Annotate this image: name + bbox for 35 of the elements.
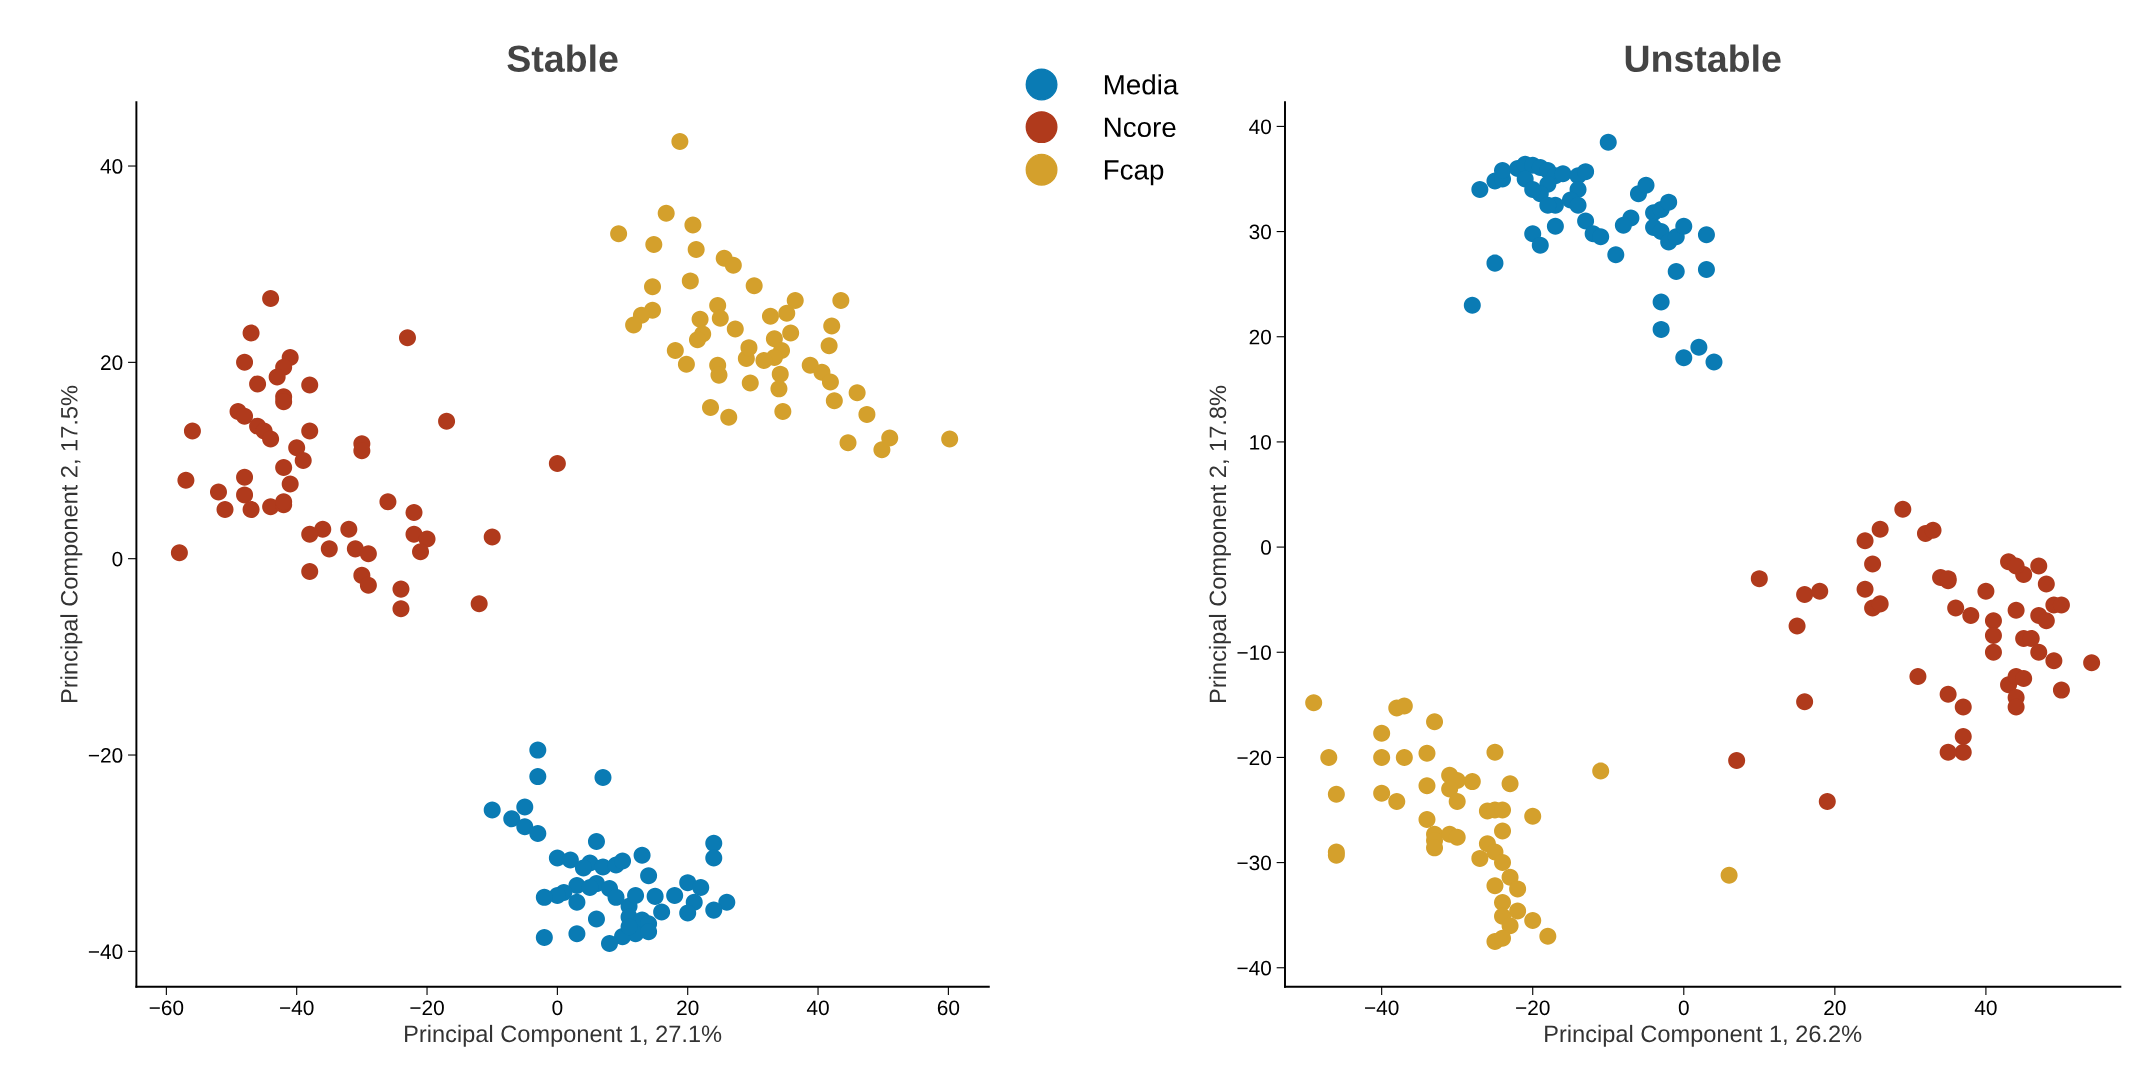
y-tick-label: 30: [1249, 224, 1271, 240]
y-axis-title: Principal Component 2, 17.8%: [1208, 385, 1231, 702]
y-tick-label: 0: [1261, 540, 1271, 555]
y-tick-label: 0: [112, 551, 123, 567]
y-tick-label: −40: [1237, 960, 1271, 976]
chart-title: Stable: [507, 44, 618, 73]
y-tick-label: 20: [101, 355, 123, 371]
x-tick-label: −40: [280, 1000, 314, 1016]
x-tick-label: −40: [1365, 1000, 1399, 1016]
x-tick-label: 60: [937, 1000, 960, 1016]
y-axis-title: Principal Component 2, 17.5%: [60, 385, 83, 702]
legend-label: Ncore: [1104, 117, 1176, 138]
legend-label: Media: [1104, 74, 1179, 95]
x-tick-label: 20: [1824, 1000, 1846, 1016]
x-axis-title: Principal Component 1, 26.2%: [1545, 1024, 1862, 1047]
x-tick-label: 40: [1974, 1000, 1997, 1016]
y-tick-label: −40: [88, 944, 123, 960]
legend-label: Fcap: [1104, 160, 1164, 186]
y-tick-label: −30: [1237, 855, 1271, 871]
x-tick-label: 20: [677, 1000, 699, 1016]
y-tick-label: 20: [1249, 329, 1271, 345]
x-axis-title: Principal Component 1, 27.1%: [405, 1024, 722, 1047]
y-tick-label: −20: [88, 748, 123, 763]
x-tick-label: 0: [1678, 1000, 1689, 1016]
x-tick-label: −60: [149, 1000, 184, 1016]
x-tick-label: 0: [552, 1000, 563, 1016]
y-tick-label: 40: [1249, 119, 1271, 135]
y-tick-label: 40: [100, 159, 123, 174]
y-tick-label: 10: [1250, 434, 1271, 450]
y-tick-label: −10: [1237, 645, 1271, 661]
x-tick-label: −20: [1516, 1000, 1550, 1016]
x-tick-label: 40: [806, 1000, 829, 1016]
x-tick-label: −20: [410, 1000, 444, 1016]
y-tick-label: −20: [1237, 750, 1271, 766]
chart-title: Unstable: [1625, 44, 1781, 73]
